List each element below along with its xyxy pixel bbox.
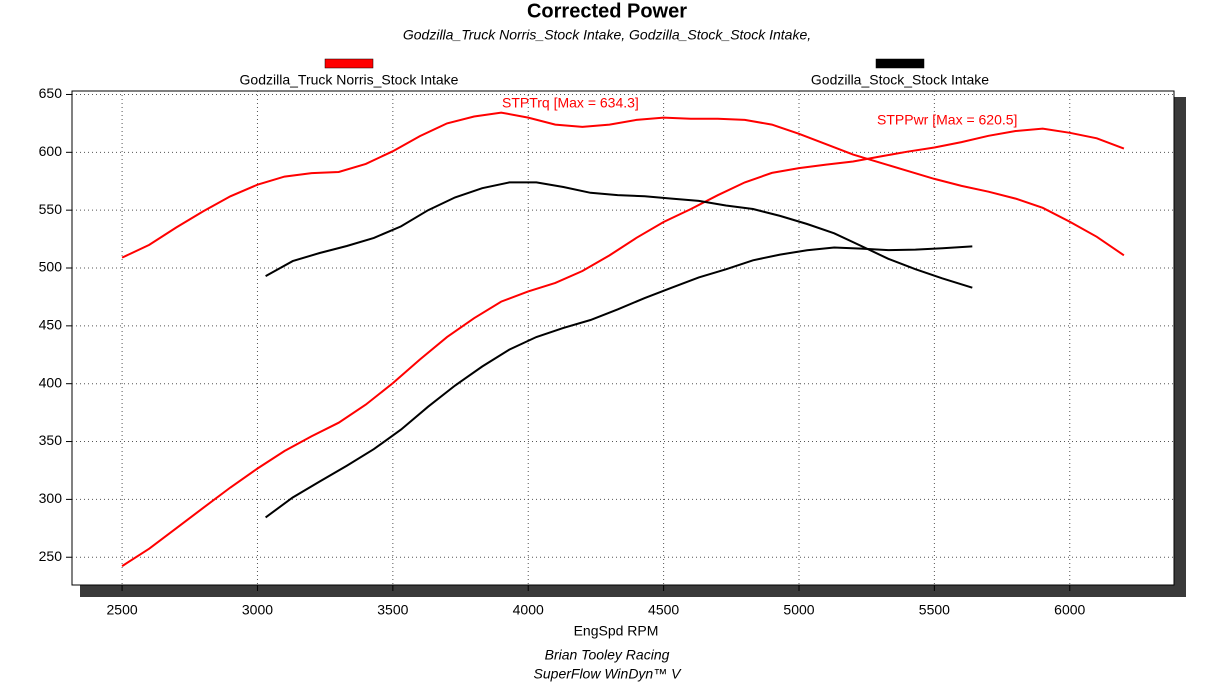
annotation: STPPwr [Max = 620.5] [877, 112, 1017, 128]
power-line [265, 245, 973, 519]
footer: Brian Tooley Racing [545, 647, 670, 663]
x-tick-label: 2500 [107, 602, 138, 618]
legend-label: Godzilla_Truck Norris_Stock Intake [240, 72, 459, 88]
x-tick-label: 4500 [648, 602, 679, 618]
footer: SuperFlow WinDyn™ V [534, 666, 683, 682]
y-tick-label: 600 [39, 143, 63, 159]
x-tick-label: 5000 [783, 602, 814, 618]
chart-title: Corrected Power [527, 0, 687, 22]
y-tick-label: 550 [39, 201, 63, 217]
x-tick-label: 4000 [513, 602, 544, 618]
legend-swatch [324, 58, 374, 69]
plot-area [71, 90, 1175, 586]
y-tick-label: 300 [39, 490, 63, 506]
y-tick-label: 400 [39, 374, 63, 390]
y-tick-label: 350 [39, 432, 63, 448]
y-tick-label: 450 [39, 317, 63, 333]
annotation: STPTrq [Max = 634.3] [502, 95, 639, 111]
y-tick-label: 250 [39, 548, 63, 564]
legend-label: Godzilla_Stock_Stock Intake [811, 72, 989, 88]
torque-line [265, 181, 973, 289]
y-tick-label: 500 [39, 259, 63, 275]
torque-line [121, 111, 1125, 259]
x-tick-label: 6000 [1054, 602, 1085, 618]
x-tick-label: 5500 [919, 602, 950, 618]
power-line [121, 127, 1125, 567]
x-tick-label: 3500 [377, 602, 408, 618]
chart-subtitle: Godzilla_Truck Norris_Stock Intake, Godz… [403, 27, 811, 43]
legend-swatch [875, 58, 925, 69]
y-tick-label: 650 [39, 85, 63, 101]
x-tick-label: 3000 [242, 602, 273, 618]
x-axis-label: EngSpd RPM [574, 623, 659, 639]
